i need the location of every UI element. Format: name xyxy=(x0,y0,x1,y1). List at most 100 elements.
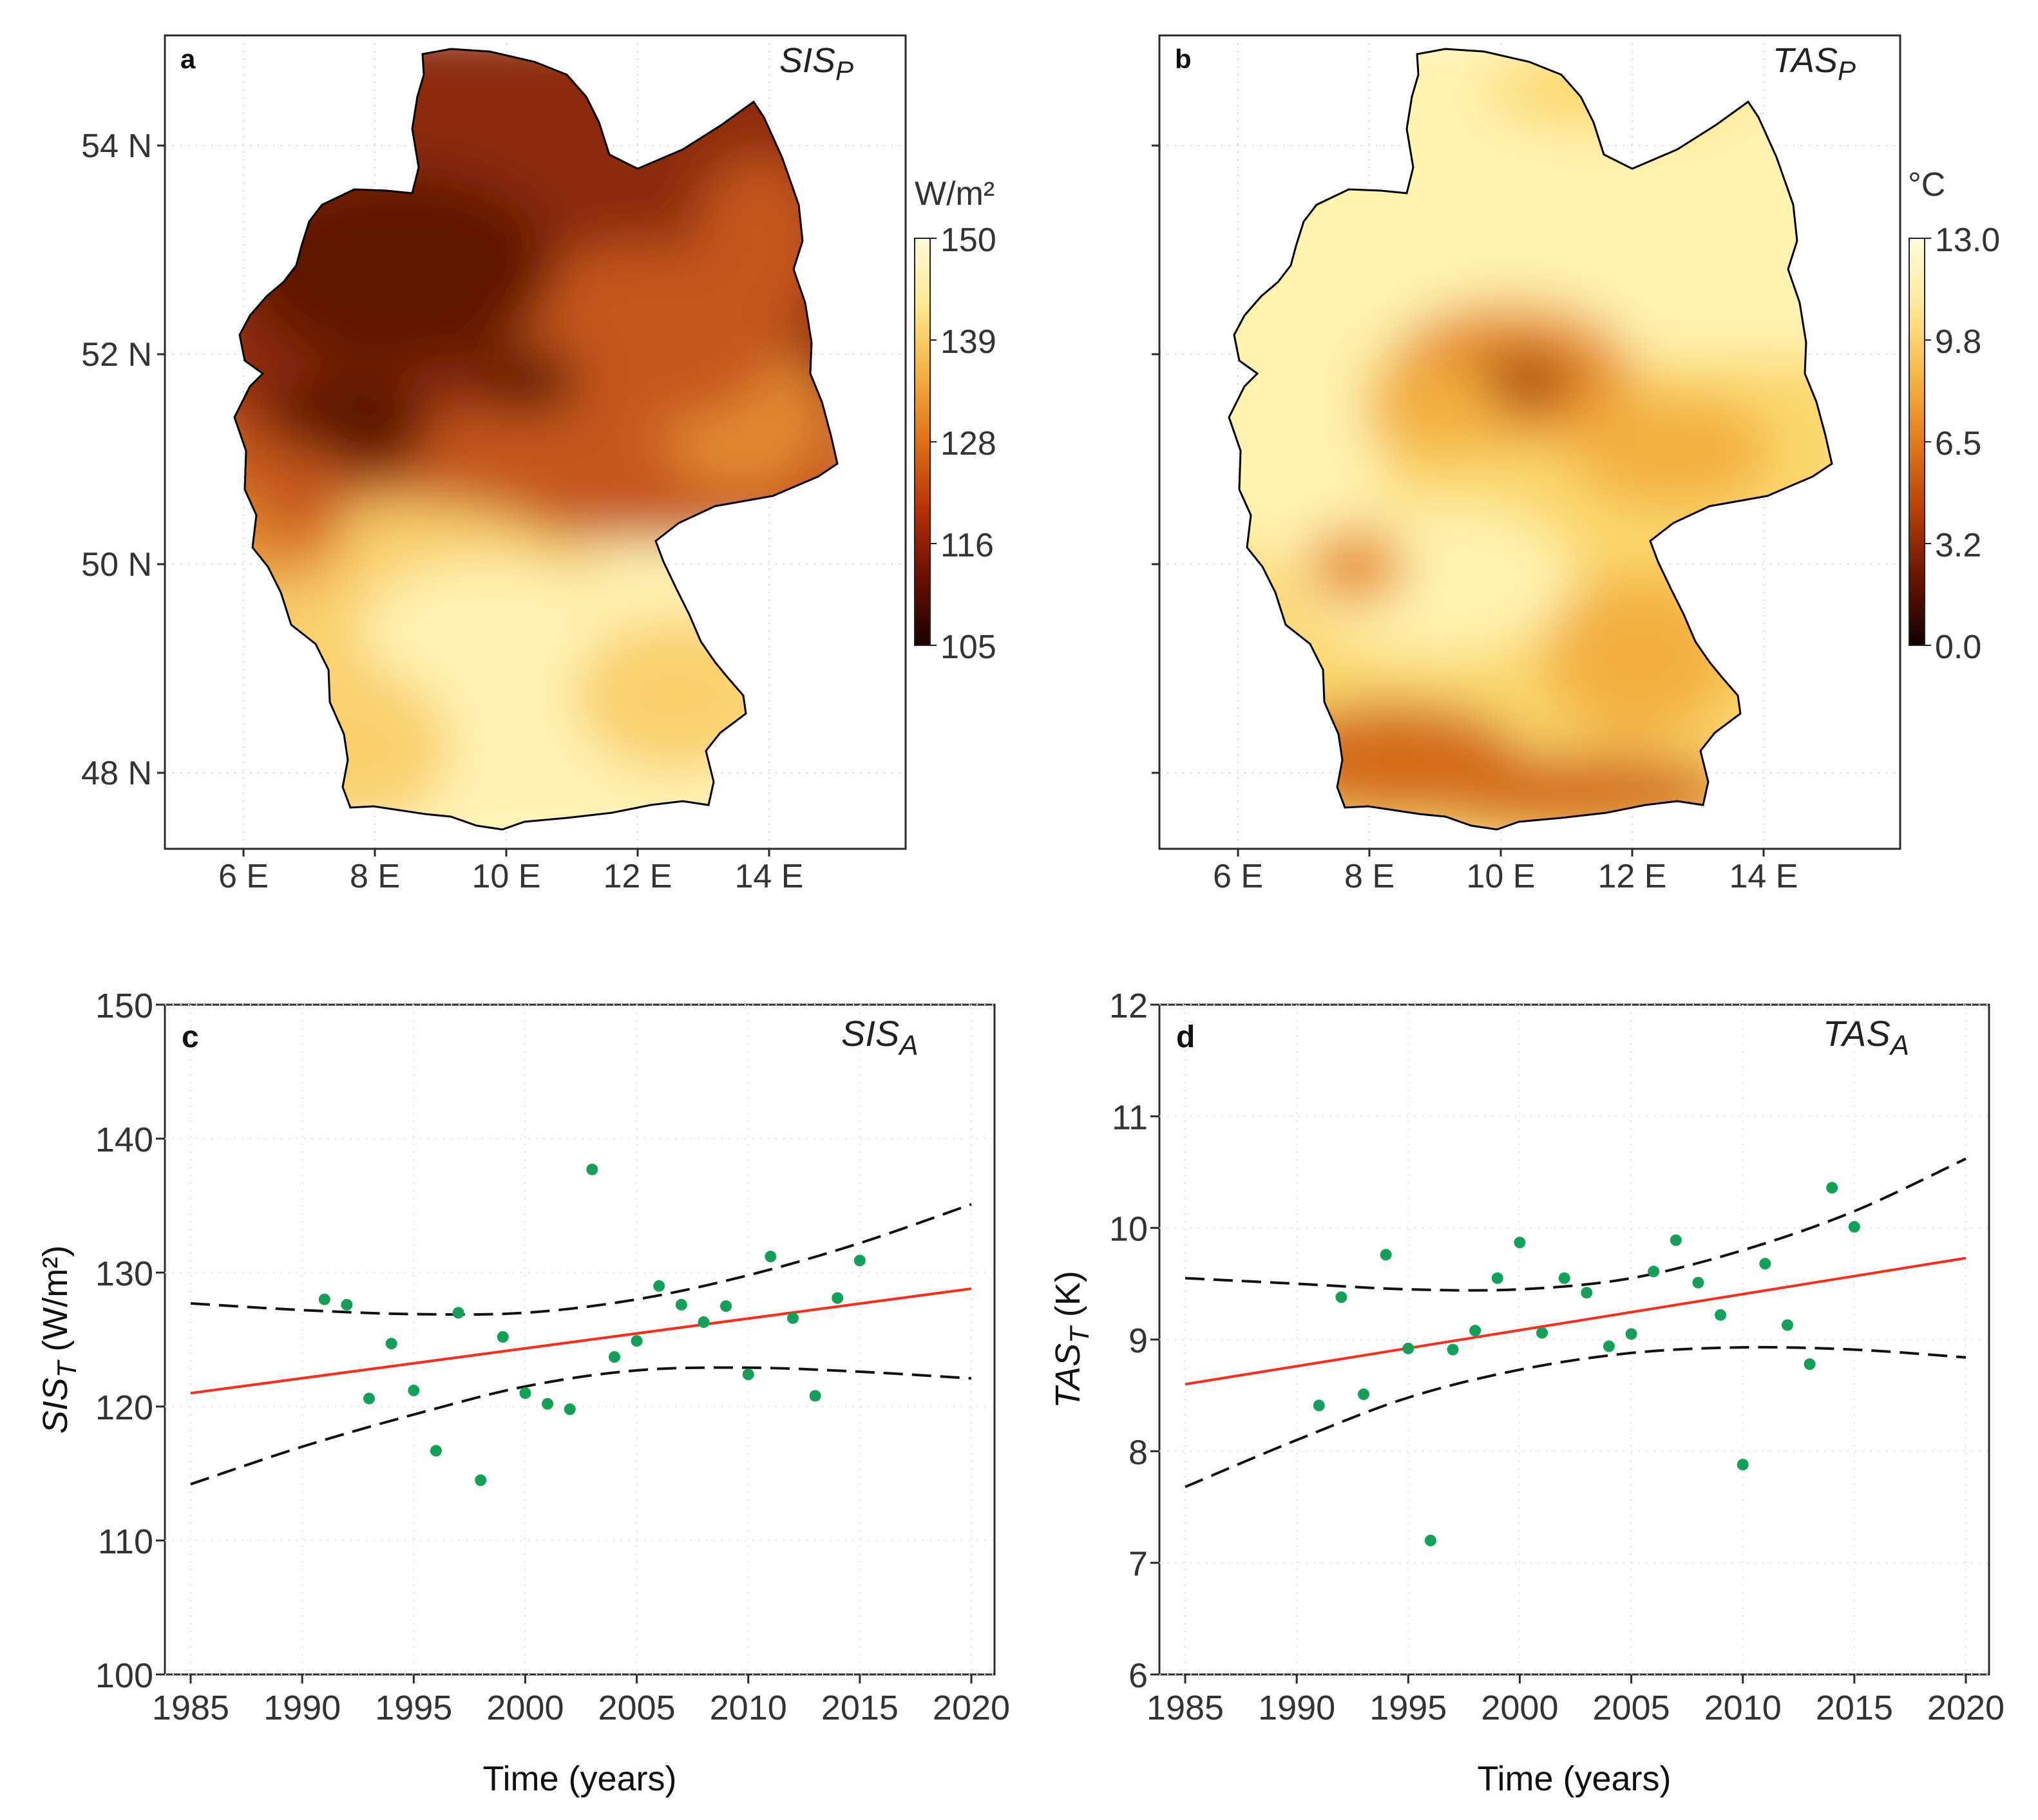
x-tick-label: 1985 xyxy=(152,1689,229,1727)
data-point xyxy=(408,1385,420,1397)
map-frame xyxy=(1158,34,1901,850)
data-point xyxy=(1536,1327,1548,1339)
map-lat-ticks xyxy=(1152,144,1159,774)
map-panel-sis: a SISP 54 N 52 N 50 N 48 N 6 E 8 E 10 E 12 E 14… xyxy=(81,34,996,895)
x-tick-label: 2010 xyxy=(710,1689,787,1727)
germany-outline xyxy=(1228,48,1833,831)
data-point xyxy=(1491,1272,1503,1284)
y-tick-label: 130 xyxy=(95,1255,153,1293)
data-point xyxy=(631,1335,643,1347)
upper-confidence-band xyxy=(190,1203,972,1316)
data-point xyxy=(1804,1358,1816,1370)
trend-line xyxy=(1185,1256,1967,1386)
data-point xyxy=(742,1369,754,1381)
data-points xyxy=(1313,1182,1860,1546)
y-tick-label: 110 xyxy=(98,1522,153,1561)
data-point xyxy=(1447,1343,1459,1356)
scatter-panel-tas: 1985 1990 1995 2000 2005 2010 2015 2020 6 7 8 9 10 1… xyxy=(1049,987,2005,1798)
y-axis-ticks: 100 110 120 130 140 150 xyxy=(95,987,165,1695)
x-tick-label: 2015 xyxy=(821,1689,899,1727)
x-tick-label: 2005 xyxy=(598,1689,676,1727)
lat-tick-label: 50 N xyxy=(81,546,152,583)
map-lon-ticks: 6 E 8 E 10 E 12 E 14 E xyxy=(1213,849,1798,895)
colorbar-b: °C 13.0 9.8 6.5 3.2 0.0 xyxy=(1908,166,2000,666)
sis-field xyxy=(234,49,837,829)
colorbar-tick-label: 6.5 xyxy=(1935,425,1981,462)
lat-tick-label: 52 N xyxy=(81,336,152,374)
data-point xyxy=(1603,1340,1615,1352)
x-tick-label: 2000 xyxy=(486,1689,564,1727)
y-tick-label: 11 xyxy=(1112,1098,1148,1137)
colorbar-tick-label: 105 xyxy=(940,629,996,666)
colorbar-bar-b xyxy=(1909,238,1925,646)
y-tick-label: 120 xyxy=(95,1389,153,1427)
x-tick-label: 1990 xyxy=(1258,1689,1335,1727)
lon-tick-label: 8 E xyxy=(350,858,400,895)
y-tick-label: 7 xyxy=(1129,1545,1148,1584)
x-tick-label: 2015 xyxy=(1816,1689,1893,1727)
y-tick-label: 8 xyxy=(1129,1433,1148,1472)
map-lat-ticks: 54 N 52 N 50 N 48 N xyxy=(81,128,165,792)
data-point xyxy=(1581,1287,1593,1299)
lon-tick-label: 10 E xyxy=(1467,858,1536,895)
lat-tick-label: 48 N xyxy=(81,755,152,792)
data-point xyxy=(564,1403,576,1416)
y-axis-title: TAST (K) xyxy=(1049,1271,1094,1408)
colorbar-ticks-a: 150 139 128 116 105 xyxy=(930,222,996,666)
y-tick-label: 100 xyxy=(95,1656,153,1695)
upper-confidence-band xyxy=(1185,1157,1967,1292)
plot-grid xyxy=(1159,1004,1989,1675)
data-point xyxy=(1692,1276,1704,1289)
data-point xyxy=(452,1307,464,1319)
colorbar-unit-b: °C xyxy=(1908,166,1945,204)
lon-tick-label: 14 E xyxy=(1729,858,1798,895)
panel-title-a: SISP xyxy=(779,41,853,86)
lon-tick-label: 14 E xyxy=(735,858,804,895)
x-tick-label: 1995 xyxy=(1369,1689,1447,1727)
data-point xyxy=(1402,1342,1414,1354)
colorbar-tick-label: 128 xyxy=(940,425,996,462)
data-point xyxy=(1558,1272,1570,1284)
data-point xyxy=(1737,1459,1749,1471)
lat-tick-label: 54 N xyxy=(81,128,152,165)
x-tick-label: 1985 xyxy=(1147,1689,1224,1727)
colorbar-ticks-b: 13.0 9.8 6.5 3.2 0.0 xyxy=(1925,222,2000,666)
colorbar-bar-a xyxy=(914,238,931,646)
x-tick-label: 1990 xyxy=(263,1689,341,1727)
data-point xyxy=(318,1293,330,1305)
data-point xyxy=(385,1338,397,1350)
data-point xyxy=(586,1163,598,1175)
colorbar-tick-label: 150 xyxy=(940,222,996,259)
data-point xyxy=(1715,1309,1727,1321)
data-point xyxy=(542,1398,554,1410)
y-tick-label: 10 xyxy=(1109,1210,1148,1249)
panel-title-b: TASP xyxy=(1773,41,1856,86)
data-point xyxy=(1514,1237,1526,1249)
x-tick-label: 1995 xyxy=(375,1689,452,1727)
x-tick-label: 2020 xyxy=(1927,1689,2005,1727)
data-point xyxy=(675,1298,687,1311)
y-axis-title: SIST (W/m²) xyxy=(36,1246,82,1434)
data-point xyxy=(1313,1399,1325,1412)
data-point xyxy=(720,1300,732,1312)
colorbar-a: W/m² 150 139 128 116 105 xyxy=(914,175,996,666)
data-point xyxy=(608,1351,620,1363)
lon-tick-label: 12 E xyxy=(1598,858,1667,895)
map-frame xyxy=(164,34,907,850)
data-points xyxy=(318,1163,866,1486)
lon-tick-label: 10 E xyxy=(472,858,541,895)
y-tick-label: 6 xyxy=(1129,1656,1148,1695)
plot-grid xyxy=(165,1004,995,1675)
panel-letter-d: d xyxy=(1176,1020,1195,1054)
y-tick-label: 9 xyxy=(1129,1322,1148,1360)
colorbar-tick-label: 0.0 xyxy=(1935,629,1981,666)
colorbar-tick-label: 13.0 xyxy=(1935,222,2000,259)
data-point xyxy=(1826,1182,1838,1194)
map-lon-ticks: 6 E 8 E 10 E 12 E 14 E xyxy=(218,849,804,895)
lon-tick-label: 6 E xyxy=(218,858,269,895)
lon-tick-label: 8 E xyxy=(1344,858,1395,895)
panel-letter-a: a xyxy=(180,44,196,74)
plot-frame xyxy=(164,1003,996,1676)
x-axis-title: Time (years) xyxy=(1477,1759,1671,1798)
